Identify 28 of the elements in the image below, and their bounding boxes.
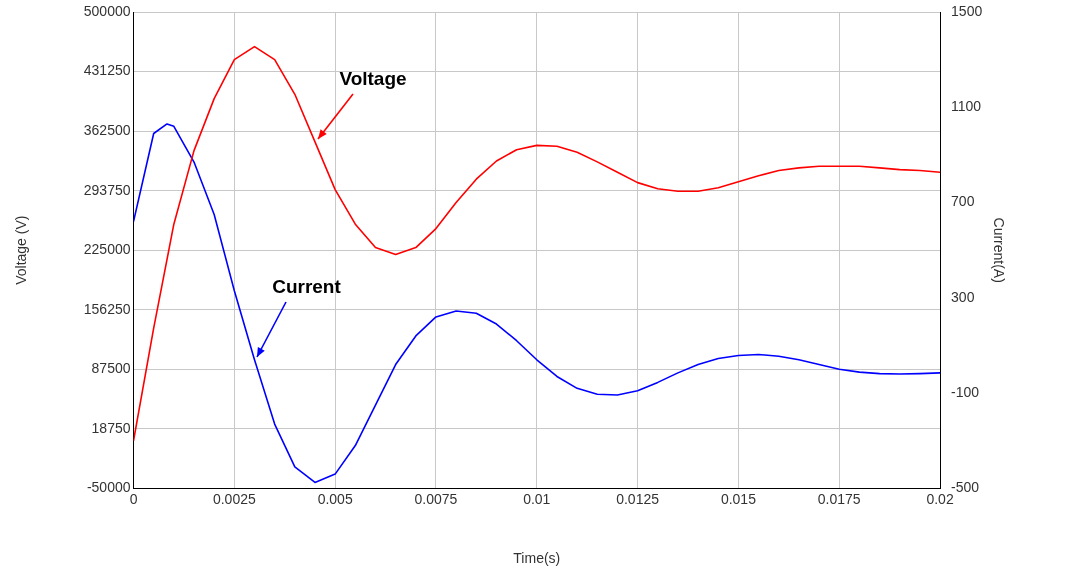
x-tick-label: 0.01: [523, 490, 551, 507]
y-tick-label: 431250: [83, 62, 131, 79]
y-tick-label: 87500: [91, 360, 131, 377]
y-axis-title: Voltage (V): [13, 215, 30, 285]
x-axis-title: Time(s): [513, 550, 561, 567]
y-tick-label: 18750: [91, 419, 131, 436]
y2-tick-label: 1100: [951, 98, 982, 115]
x-tick-label: 0.005: [317, 490, 353, 507]
y-tick-label: 500000: [83, 2, 131, 19]
y-tick-label: 362500: [83, 121, 131, 138]
x-tick-label: 0.02: [926, 490, 954, 507]
x-tick-label: 0.0125: [616, 490, 660, 507]
y-tick-label: -50000: [86, 479, 131, 496]
x-tick-label: 0.015: [720, 490, 757, 507]
x-tick-label: 0.0175: [817, 490, 861, 507]
x-tick-label: 0.0075: [414, 490, 458, 507]
y2-tick-label: -100: [951, 383, 980, 400]
y-tick-label: 156250: [83, 300, 131, 317]
text: Voltage: [339, 68, 407, 90]
series-label: Current: [272, 276, 342, 298]
y-tick-label: 225000: [83, 241, 131, 258]
x-tick-label: 0: [129, 490, 138, 507]
y2-tick-label: 1500: [951, 2, 983, 19]
x-tick-label: 0.0025: [212, 490, 256, 507]
y-tick-label: 293750: [83, 181, 131, 198]
y2-tick-label: 300: [951, 288, 975, 305]
y2-axis-title: Current(A): [990, 217, 1007, 283]
y2-tick-label: 700: [951, 193, 975, 210]
